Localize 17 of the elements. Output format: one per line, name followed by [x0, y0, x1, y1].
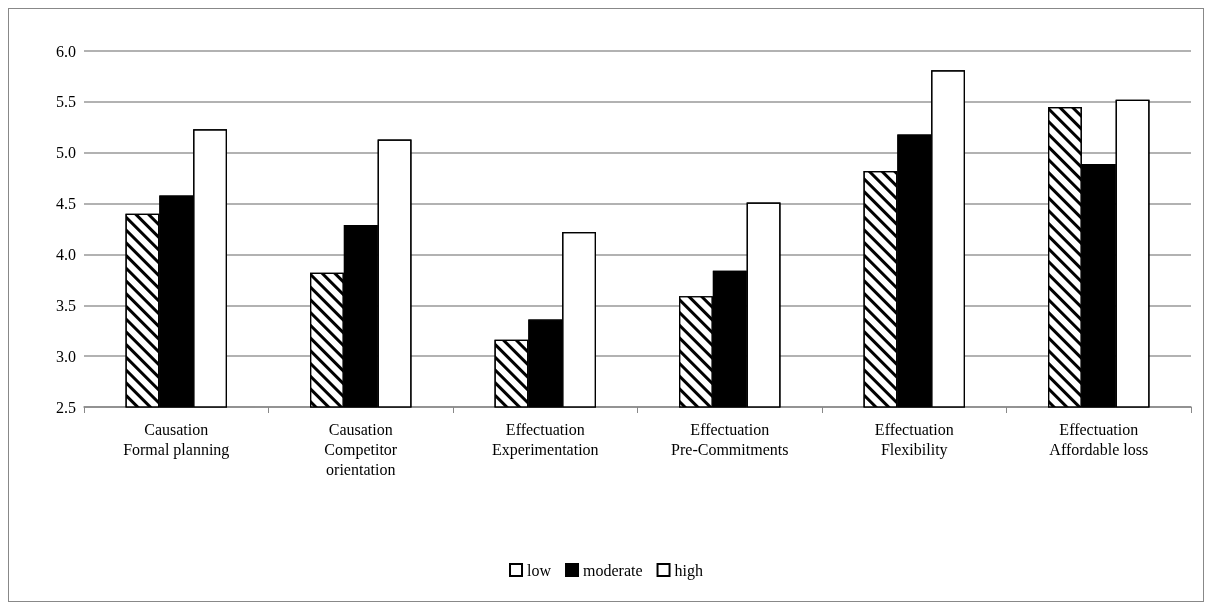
legend-label: moderate — [583, 561, 643, 579]
x-tick-label: Effectuation Flexibility — [874, 420, 954, 459]
y-tick-label: 5.0 — [56, 144, 76, 162]
y-tick-label: 3.0 — [56, 347, 76, 365]
x-tick-label: Effectuation Experimentation — [491, 420, 599, 459]
y-tick-label: 5.5 — [56, 93, 76, 111]
y-tick-label: 2.5 — [56, 398, 76, 416]
legend-label: low — [527, 561, 552, 579]
x-tick-label: Effectuation Pre-Commitments — [671, 420, 789, 458]
x-tick-label: Causation Competitor orientation — [324, 420, 398, 478]
y-tick-label: 6.0 — [56, 42, 76, 60]
y-tick-label: 4.0 — [56, 245, 76, 263]
y-tick-label: 3.5 — [56, 296, 76, 314]
x-tick-label: Effectuation Affordable loss — [1049, 420, 1149, 458]
y-tick-label: 4.5 — [56, 195, 76, 213]
legend-label: high — [674, 561, 703, 580]
x-tick-label: Causation Formal planning — [123, 420, 230, 459]
